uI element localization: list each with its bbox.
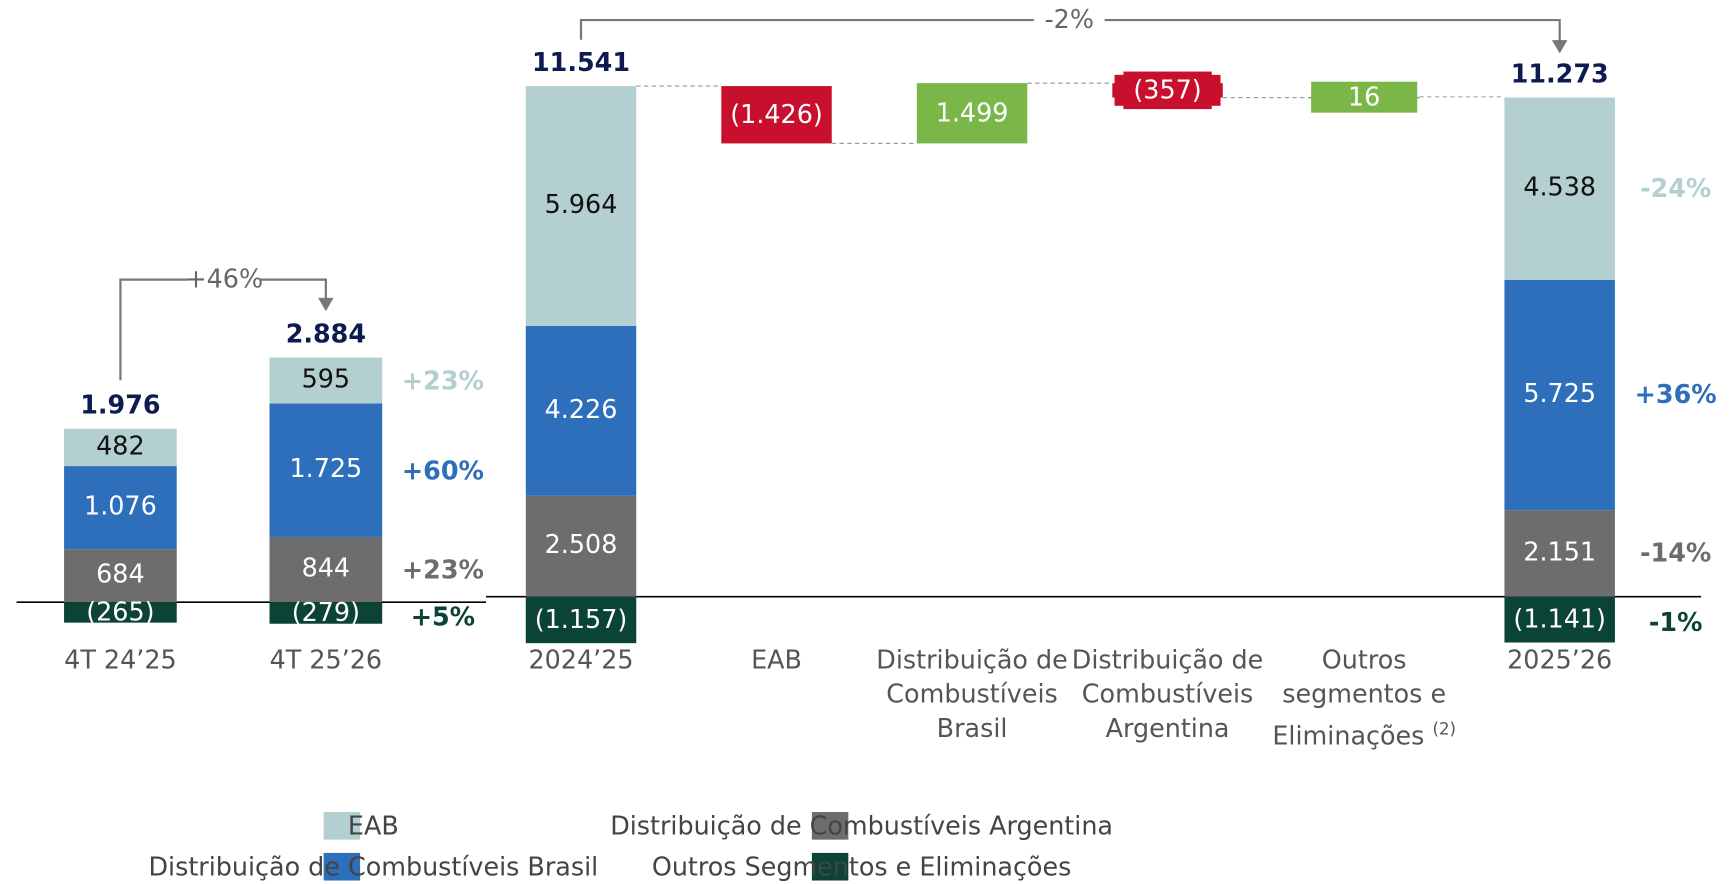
- category-label-box: Distribuição de Combustíveis Argentina: [1068, 644, 1267, 747]
- bar-segment: [525, 495, 637, 597]
- bar-segment: [64, 549, 177, 603]
- arrow: [1551, 40, 1568, 54]
- bar-label: 684: [96, 559, 144, 589]
- change-label: -14%: [1640, 538, 1711, 568]
- bar-label: 4.538: [1523, 172, 1596, 202]
- change-label: +23%: [402, 555, 484, 585]
- step-label: 1.499: [936, 97, 1009, 127]
- total-label: 11.273: [1511, 58, 1609, 88]
- change-label: +36%: [1635, 379, 1717, 409]
- category-label: Distribuição de Combustíveis Brasil: [873, 644, 1072, 747]
- bar-label: 844: [302, 553, 350, 583]
- category-label-box: Distribuição de Combustíveis Brasil: [873, 644, 1072, 747]
- bar-segment: [525, 325, 637, 496]
- bar-segment: [1504, 279, 1615, 511]
- category-label-box: EAB: [677, 644, 876, 678]
- category-label: Distribuição de Combustíveis Argentina: [1068, 644, 1267, 747]
- category-label: EAB: [677, 644, 876, 678]
- bar-segment: [64, 428, 177, 467]
- category-label: Outros segmentos e Eliminações (2): [1265, 644, 1464, 754]
- bar-segment: [64, 602, 177, 623]
- bar-label: 595: [302, 364, 350, 394]
- bar-label: (265): [86, 597, 154, 627]
- category-text: EAB: [751, 646, 802, 676]
- category-label-box: 2025’26: [1460, 644, 1659, 678]
- step-label: (357): [1133, 74, 1201, 104]
- change-label: -24%: [1640, 173, 1711, 203]
- bar-segment: [525, 596, 637, 644]
- legend-label: EAB: [348, 811, 399, 841]
- bar-label: 1.076: [84, 491, 157, 521]
- category-label-box: 4T 24’25: [21, 644, 220, 678]
- bar-label: 5.964: [545, 189, 618, 219]
- bar-segment: [1504, 510, 1615, 597]
- bar-segment: [64, 466, 177, 550]
- bar-label: (1.157): [535, 604, 628, 634]
- category-label-box: 4T 25’26: [226, 644, 425, 678]
- step-bar: [916, 83, 1028, 144]
- category-text: Distribuição de Combustíveis Brasil: [876, 646, 1068, 744]
- category-label-box: 2024’25: [482, 644, 681, 678]
- bar-label: 2.151: [1523, 536, 1596, 566]
- category-text: Distribuição de Combustíveis Argentina: [1071, 646, 1264, 744]
- bar-segment: [1504, 97, 1615, 280]
- legend-swatch: [323, 852, 361, 881]
- bar-segment: [269, 403, 383, 537]
- footnote-marker: (2): [1432, 719, 1456, 740]
- legend-swatch: [323, 812, 361, 840]
- category-text: 2024’25: [528, 646, 634, 676]
- step-bar: [721, 86, 832, 144]
- category-label-box: Outros segmentos e Eliminações (2): [1265, 644, 1464, 754]
- step-label: (1.426): [730, 99, 823, 129]
- comparison-label: -2%: [1045, 4, 1094, 34]
- bar-segment: [525, 86, 637, 326]
- bar-label: 1.725: [290, 453, 363, 483]
- bar-label: 4.226: [545, 394, 618, 424]
- total-label: 1.976: [80, 390, 160, 420]
- category-text: 4T 24’25: [64, 646, 177, 676]
- bar-label: 5.725: [1523, 378, 1596, 408]
- legend-swatch: [811, 812, 849, 840]
- bar-segment: [269, 602, 383, 624]
- bar-segment: [269, 536, 383, 603]
- step-bar: [1308, 96, 1420, 99]
- total-label: 2.884: [286, 318, 366, 348]
- step-bar: [1112, 83, 1223, 98]
- legend-label: Distribuição de Combustíveis Brasil: [149, 851, 599, 881]
- bar-label: 2.508: [545, 529, 618, 559]
- category-text: 4T 25’26: [269, 646, 383, 676]
- bar-label: 482: [96, 430, 144, 460]
- step-label: 16: [1348, 81, 1380, 111]
- bar-segment: [1504, 596, 1615, 643]
- bar-label: (1.141): [1513, 604, 1606, 634]
- arrow: [318, 297, 334, 312]
- bar-label: (279): [292, 597, 360, 627]
- change-label: -1%: [1649, 607, 1703, 637]
- bar-segment: [269, 357, 383, 404]
- legend-label: Outros Segmentos e Eliminações: [652, 851, 1071, 881]
- total-label: 11.541: [532, 47, 630, 77]
- change-label: +23%: [402, 366, 484, 396]
- legend-label: Distribuição de Combustíveis Argentina: [610, 811, 1113, 841]
- legend-swatch: [811, 852, 849, 881]
- change-label: +5%: [411, 601, 475, 631]
- category-text: Outros segmentos e Eliminações: [1272, 646, 1447, 751]
- category-label: 4T 24’25: [21, 644, 220, 678]
- comparison-label: +46%: [185, 264, 263, 294]
- category-label: 2024’25: [482, 644, 681, 678]
- category-label: 2025’26: [1460, 644, 1659, 678]
- change-label: +60%: [402, 455, 484, 485]
- bracket-label-bg: [188, 264, 260, 296]
- bracket-label-bg: [1033, 4, 1105, 36]
- category-text: 2025’26: [1507, 646, 1613, 676]
- category-label: 4T 25’26: [226, 644, 425, 678]
